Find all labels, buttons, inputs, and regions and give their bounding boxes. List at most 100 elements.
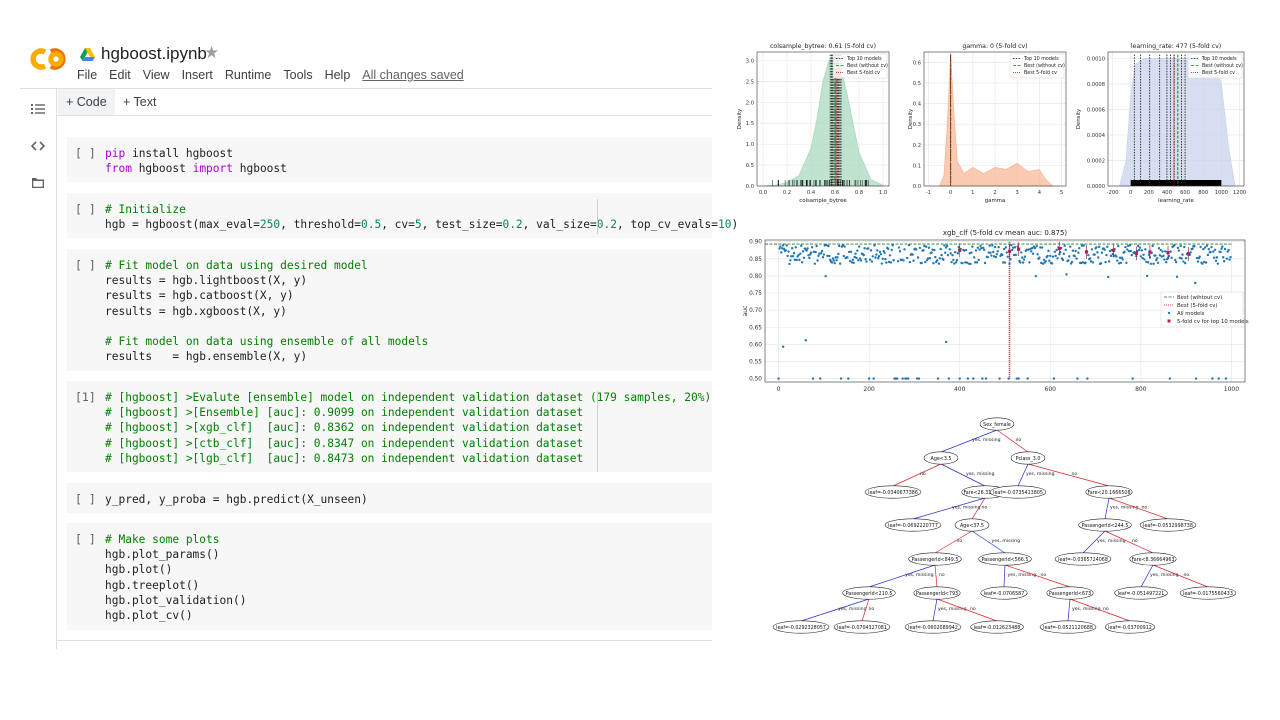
data-point xyxy=(858,257,862,260)
data-point xyxy=(972,377,975,380)
data-point xyxy=(977,258,980,262)
folder-icon[interactable] xyxy=(29,177,47,195)
tree-node-label: PassengerId<566.5 xyxy=(982,557,1029,563)
code-icon[interactable] xyxy=(29,140,47,158)
execution-count[interactable]: [1] xyxy=(75,390,96,404)
add-text-button[interactable]: + Text xyxy=(123,95,157,109)
colab-logo[interactable] xyxy=(28,44,68,74)
run-cell-button[interactable]: [ ] xyxy=(75,532,96,546)
menu-tools[interactable]: Tools xyxy=(283,68,313,82)
data-point xyxy=(1229,255,1232,259)
menu-view[interactable]: View xyxy=(142,68,170,82)
data-point xyxy=(856,249,859,252)
tree-node-label: leaf=-0.0735413805 xyxy=(993,490,1043,496)
code-cell[interactable]: [1] # [hgboost] >Evalute [ensemble] model… xyxy=(67,381,712,472)
y-axis-label: auc xyxy=(742,306,749,317)
cell-source[interactable]: # Initialize hgb = hgboost(max_eval=250,… xyxy=(105,202,738,232)
run-cell-button[interactable]: [ ] xyxy=(75,146,96,160)
run-cell-button[interactable]: [ ] xyxy=(75,202,96,216)
data-point xyxy=(1219,250,1222,254)
notebook-name[interactable]: hgboost.ipynb xyxy=(101,44,207,63)
tree-edge xyxy=(940,463,986,487)
edge-label: yes, missing xyxy=(938,606,967,612)
data-point xyxy=(889,261,893,264)
cell-source[interactable]: # [hgboost] >Evalute [ensemble] model on… xyxy=(105,390,711,466)
data-point xyxy=(968,252,971,255)
toc-icon[interactable] xyxy=(29,103,47,121)
menu-help[interactable]: Help xyxy=(324,68,351,82)
code-cell[interactable]: [ ] y_pred, y_proba = hgb.predict(X_unsee… xyxy=(67,483,712,513)
saved-status[interactable]: All changes saved xyxy=(362,68,464,82)
menu-edit[interactable]: Edit xyxy=(109,68,131,82)
code-token: hgb.plot() xyxy=(105,563,173,577)
star-icon[interactable]: ★ xyxy=(204,43,220,62)
data-point xyxy=(1142,253,1145,256)
data-point xyxy=(1044,260,1047,263)
y-tick-label: 0.0010 xyxy=(1087,56,1105,62)
data-point xyxy=(819,377,822,380)
cv-top10-point xyxy=(1016,247,1021,251)
run-cell-button[interactable]: [ ] xyxy=(75,492,96,506)
x-tick-label: 200 xyxy=(863,386,875,393)
data-point xyxy=(837,252,840,256)
edge-label: no xyxy=(1103,607,1109,612)
cell-source[interactable]: # Make some plots hgb.plot_params() hgb.… xyxy=(105,532,246,623)
run-cell-button[interactable]: [ ] xyxy=(75,258,96,272)
data-point xyxy=(936,377,940,380)
data-point xyxy=(1164,250,1167,253)
data-point xyxy=(1001,261,1005,264)
data-point xyxy=(1222,260,1226,263)
data-point xyxy=(1030,246,1034,250)
cell-source[interactable]: # Fit model on data using desired model … xyxy=(105,258,428,364)
data-point xyxy=(801,250,805,253)
data-point xyxy=(976,246,980,249)
data-point xyxy=(792,252,796,255)
y-tick-label: 0.6 xyxy=(913,60,921,66)
data-point xyxy=(992,250,995,254)
x-tick-label: 0.0 xyxy=(759,190,767,196)
code-token: # [hgboost] >Evalute [ensemble] model on… xyxy=(105,391,712,404)
cv-top10-point xyxy=(1112,248,1116,252)
data-point xyxy=(1207,248,1210,251)
data-point xyxy=(867,247,870,250)
x-tick-label: 5 xyxy=(1060,190,1063,196)
menu-file[interactable]: File xyxy=(77,68,98,82)
code-token: , test_size= xyxy=(421,218,503,232)
add-code-button[interactable]: + Code xyxy=(58,89,115,115)
code-cell[interactable]: [ ] # Fit model on data using desired mod… xyxy=(67,249,712,371)
code-cell[interactable]: [ ] # Make some plots hgb.plot_params() h… xyxy=(67,523,712,630)
tree-node xyxy=(954,518,990,532)
data-point xyxy=(870,260,874,263)
data-point xyxy=(1047,249,1050,253)
data-point xyxy=(1035,245,1038,248)
code-token: # [hgboost] >[lgb_clf] [auc]: 0.8473 on … xyxy=(105,451,584,465)
menu-insert[interactable]: Insert xyxy=(181,68,213,82)
data-point xyxy=(1040,261,1043,265)
notebook-title[interactable]: hgboost.ipynb xyxy=(80,44,207,64)
data-point xyxy=(1143,258,1146,261)
y-tick-label: 0.3 xyxy=(913,122,921,128)
data-point xyxy=(1206,253,1210,257)
code-cell[interactable]: [ ] # Initialize hgb = hgboost(max_eval=2… xyxy=(67,193,738,238)
data-point xyxy=(1178,256,1181,260)
menu-runtime[interactable]: Runtime xyxy=(224,68,272,82)
data-point xyxy=(944,340,948,344)
data-point xyxy=(930,251,933,254)
data-point xyxy=(1161,250,1164,253)
tree-node xyxy=(904,620,962,634)
data-point xyxy=(947,377,951,380)
data-point xyxy=(857,259,860,262)
data-point xyxy=(1196,260,1200,263)
data-point xyxy=(886,247,890,251)
y-tick-label: 3.0 xyxy=(746,58,754,64)
data-point xyxy=(819,252,823,255)
edge-label: yes, missing xyxy=(838,606,867,612)
code-token: results = hgb.xgboost(X, y) xyxy=(105,304,287,318)
data-point xyxy=(1093,253,1096,256)
cell-source[interactable]: y_pred, y_proba = hgb.predict(X_unseen) xyxy=(105,492,368,507)
code-token: hgb.plot_params() xyxy=(105,548,220,562)
data-point xyxy=(974,249,978,252)
code-cell[interactable]: [ ] pip install hgboost from hgboost impo… xyxy=(67,137,712,182)
cell-source[interactable]: pip install hgboost from hgboost import … xyxy=(105,146,287,176)
